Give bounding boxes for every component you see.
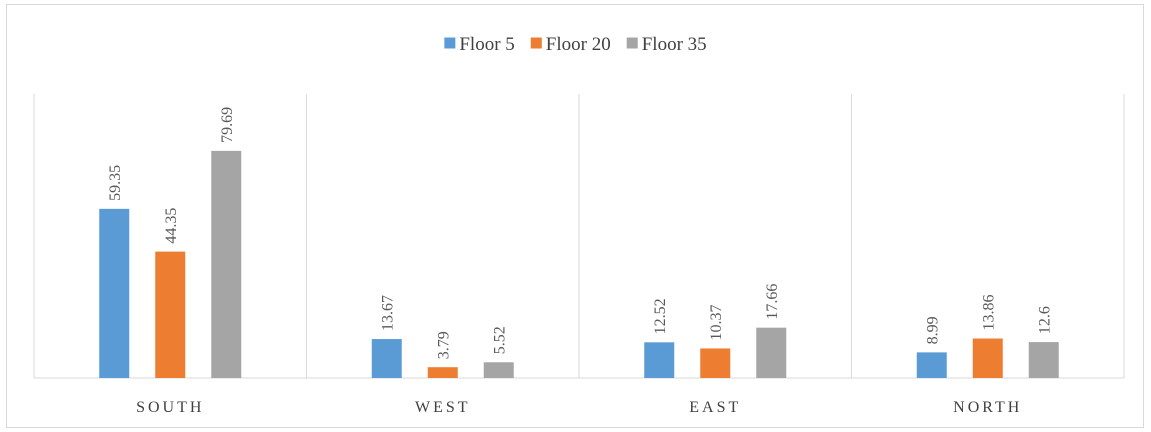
data-label-west-floor-20: 3.79 bbox=[435, 331, 452, 359]
bar-east-floor-35 bbox=[756, 327, 787, 378]
legend-swatch-floor-20 bbox=[530, 37, 542, 49]
data-label-north-floor-5: 8.99 bbox=[924, 316, 941, 344]
data-labels: 59.35 44.35 79.69 13.67 3.79 5.52 12.52 10.37 17… bbox=[107, 107, 1053, 359]
bars bbox=[99, 150, 1059, 378]
category-label-east: EAST bbox=[689, 399, 741, 416]
data-label-east-floor-5: 12.52 bbox=[652, 298, 669, 334]
legend-swatch-floor-35 bbox=[626, 37, 638, 49]
chart-frame bbox=[6, 4, 1144, 428]
bar-west-floor-35 bbox=[483, 362, 514, 378]
data-label-east-floor-20: 10.37 bbox=[708, 304, 725, 340]
bar-east-floor-5 bbox=[644, 342, 675, 378]
bar-west-floor-5 bbox=[371, 339, 402, 378]
category-separators bbox=[33, 94, 1125, 379]
bar-south-floor-20 bbox=[155, 251, 186, 378]
legend-swatch-floor-5 bbox=[444, 37, 456, 49]
data-label-south-floor-5: 59.35 bbox=[107, 165, 124, 201]
data-label-south-floor-20: 44.35 bbox=[163, 208, 180, 244]
bar-north-floor-5 bbox=[916, 352, 947, 378]
legend-label-floor-5: Floor 5 bbox=[459, 34, 514, 55]
data-label-north-floor-20: 13.86 bbox=[980, 294, 997, 330]
category-label-north: NORTH bbox=[953, 399, 1022, 416]
bar-east-floor-20 bbox=[700, 348, 731, 378]
category-label-south: SOUTH bbox=[136, 399, 204, 416]
data-label-west-floor-35: 5.52 bbox=[491, 326, 508, 354]
data-label-east-floor-35: 17.66 bbox=[764, 284, 781, 320]
bar-north-floor-35 bbox=[1028, 342, 1059, 378]
bar-west-floor-20 bbox=[427, 367, 458, 378]
data-label-west-floor-5: 13.67 bbox=[379, 295, 396, 331]
category-labels: SOUTH WEST EAST NORTH bbox=[136, 399, 1022, 416]
category-label-west: WEST bbox=[415, 399, 471, 416]
bar-north-floor-20 bbox=[972, 338, 1003, 378]
legend: Floor 5 Floor 20 Floor 35 bbox=[444, 34, 707, 55]
legend-label-floor-35: Floor 35 bbox=[642, 34, 707, 55]
bar-south-floor-35 bbox=[211, 150, 242, 378]
legend-label-floor-20: Floor 20 bbox=[546, 34, 611, 55]
data-label-south-floor-35: 79.69 bbox=[219, 107, 236, 143]
bar-south-floor-5 bbox=[99, 208, 130, 378]
data-label-north-floor-35: 12.6 bbox=[1036, 306, 1053, 334]
